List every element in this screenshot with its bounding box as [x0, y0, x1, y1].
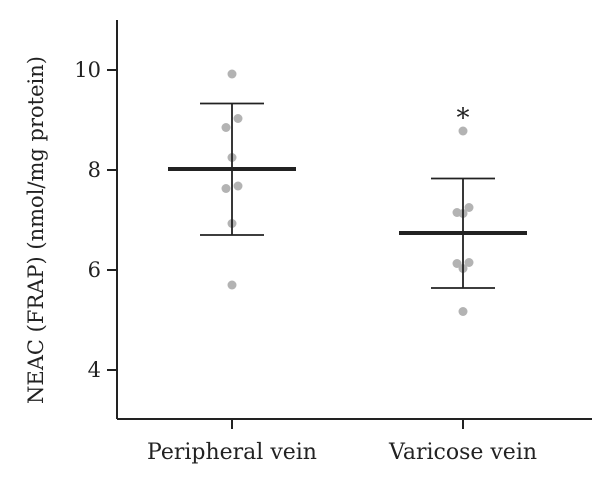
data-point [227, 280, 237, 290]
group-0 [168, 69, 296, 290]
data-point [464, 203, 474, 212]
y-axis-title: NEAC (FRAP) (nmol/mg protein) [24, 56, 48, 404]
data-point [221, 184, 231, 193]
data-point [458, 126, 468, 136]
data-point [452, 259, 462, 268]
plot-marks: * [168, 69, 527, 316]
y-tick-label: 8 [88, 158, 101, 182]
x-tick-label: Varicose vein [388, 440, 537, 465]
y-tick-label: 10 [74, 58, 101, 82]
data-point [464, 258, 474, 267]
data-point [227, 69, 237, 79]
x-tick-label: Peripheral vein [147, 440, 317, 465]
data-point [221, 123, 231, 132]
group-1: * [399, 104, 527, 316]
y-tick-label: 4 [88, 358, 101, 382]
data-point [233, 181, 243, 191]
significance-marker: * [457, 104, 470, 134]
y-tick-label: 6 [88, 258, 101, 282]
axes: 4 6 8 10 Peripheral vein Varicose vein [74, 20, 592, 465]
data-point [458, 307, 468, 316]
data-point [233, 114, 243, 123]
